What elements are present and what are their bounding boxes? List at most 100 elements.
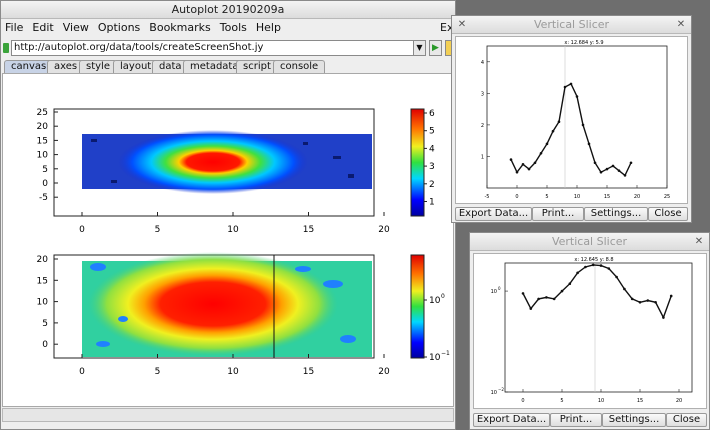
top-plot-hotspot bbox=[118, 130, 308, 194]
menu-edit[interactable]: Edit bbox=[32, 21, 54, 34]
top-y-tick-label: 10 bbox=[37, 151, 49, 161]
settings-button[interactable]: Settings... bbox=[584, 207, 648, 221]
close-button[interactable]: Close bbox=[666, 413, 707, 427]
slicer1-data-point bbox=[581, 123, 585, 127]
bottom-plot-hotspot bbox=[88, 252, 338, 356]
slicer1-x-tick-label: 25 bbox=[664, 194, 670, 200]
menu-help[interactable]: Help bbox=[255, 21, 281, 34]
slicer2-data-point bbox=[662, 316, 665, 319]
url-dropdown-button[interactable]: ▼ bbox=[413, 40, 426, 56]
export-data-button[interactable]: Export Data... bbox=[455, 207, 532, 221]
slicer1-x-tick-label: 10 bbox=[574, 194, 580, 200]
plot-canvas[interactable]: 25 20 15 10 5 0 -5 0 5 10 15 20 6 5 4 3 2 1 20 15 10 5 0 0 5 10 15… bbox=[2, 73, 454, 407]
bottom-y-tick-label: 20 bbox=[37, 255, 49, 265]
slicer1-y-tick-label: 3 bbox=[481, 91, 484, 97]
slicer1-y-tick-label: 2 bbox=[481, 123, 484, 129]
slicer2-data-point bbox=[599, 264, 603, 267]
top-colorbar-tick-label: 2 bbox=[429, 180, 435, 190]
slicer2-series-line bbox=[522, 264, 672, 320]
slicer1-axes: -5 0 5 10 15 20 25 4 3 2 1 bbox=[481, 60, 670, 200]
menu-file[interactable]: File bbox=[5, 21, 24, 34]
bottom-x-tick-label: 0 bbox=[79, 367, 85, 377]
slicer2-close-icon[interactable]: ✕ bbox=[694, 236, 704, 247]
slicer2-title: Vertical Slicer bbox=[551, 235, 628, 248]
slicer1-data-point bbox=[545, 142, 549, 146]
slicer1-close-icon[interactable]: ✕ bbox=[676, 19, 686, 30]
slicer1-x-tick-label: 20 bbox=[634, 194, 640, 200]
slicer2-y-tick-label: 10 bbox=[491, 289, 497, 295]
top-plot-noise bbox=[91, 139, 354, 183]
slicer1-data-point bbox=[557, 120, 561, 124]
print-button[interactable]: Print... bbox=[550, 413, 602, 427]
slicer1-data-point bbox=[521, 163, 525, 166]
slicer1-svg: x: 12.684 y: 5.9 -5 0 5 10 15 20 25 4 3 2 1 bbox=[481, 40, 670, 200]
slicer1-x-tick-label: 0 bbox=[515, 194, 518, 200]
top-x-tick-label: 10 bbox=[227, 225, 239, 235]
slicer1-data-point bbox=[575, 95, 579, 98]
print-button[interactable]: Print... bbox=[532, 207, 584, 221]
slicer2-x-tick-label: 0 bbox=[521, 398, 524, 404]
slicer2-data-point bbox=[529, 307, 533, 310]
slicer2-x-tick-label: 10 bbox=[598, 398, 604, 404]
close-button[interactable]: Close bbox=[648, 207, 688, 221]
slicer2-data-point bbox=[630, 297, 634, 301]
top-colorbar-tick-label: 3 bbox=[429, 162, 435, 172]
top-x-tick-label: 5 bbox=[155, 225, 161, 235]
main-title-bar[interactable]: Autoplot 20190209a bbox=[1, 1, 455, 19]
slicer1-points bbox=[509, 82, 633, 177]
slicer1-series-line bbox=[510, 82, 632, 177]
slicer2-data-point bbox=[576, 271, 579, 275]
menu-view[interactable]: View bbox=[62, 21, 89, 34]
bottom-colorbar-tick-exponent: −1 bbox=[441, 350, 450, 357]
slicer1-data-point bbox=[587, 142, 591, 146]
slicer2-data-point bbox=[623, 287, 626, 291]
top-y-tick-label: 5 bbox=[42, 165, 48, 175]
slicer1-data-point bbox=[509, 158, 513, 161]
bottom-x-tick-label: 10 bbox=[227, 367, 239, 377]
slicer1-title-bar[interactable]: Vertical Slicer ✕ ✕ bbox=[452, 16, 691, 34]
url-input[interactable]: http://autoplot.org/data/tools/createScr… bbox=[11, 40, 425, 56]
slicer2-title-bar[interactable]: Vertical Slicer ✕ bbox=[470, 233, 709, 251]
top-y-tick-label: 20 bbox=[37, 122, 49, 132]
slicer1-data-point bbox=[551, 129, 555, 133]
bottom-plot-noise bbox=[90, 263, 356, 347]
slicer-window-1: Vertical Slicer ✕ ✕ x: 12.684 y: 5.9 -5 0… bbox=[451, 15, 692, 223]
address-bar: http://autoplot.org/data/tools/createScr… bbox=[1, 37, 456, 59]
slicer2-data-point bbox=[560, 289, 564, 293]
bottom-colorbar-tick-exponent: 0 bbox=[441, 293, 445, 300]
slicer1-data-point bbox=[593, 161, 597, 165]
menu-bookmarks[interactable]: Bookmarks bbox=[149, 21, 211, 34]
menu-tools[interactable]: Tools bbox=[219, 21, 247, 34]
slicer2-readout: x: 12.645 y: 8.8 bbox=[574, 257, 613, 263]
slicer2-data-point bbox=[591, 263, 595, 267]
slicer2-points bbox=[521, 263, 673, 319]
slicer1-data-point bbox=[629, 161, 633, 165]
slicer2-data-point bbox=[552, 297, 556, 301]
export-data-button[interactable]: Export Data... bbox=[473, 413, 550, 427]
top-colorbar bbox=[410, 108, 425, 217]
slicer2-data-point bbox=[607, 267, 611, 270]
slicer2-data-point bbox=[654, 300, 657, 304]
settings-button[interactable]: Settings... bbox=[602, 413, 666, 427]
canvas-svg: 25 20 15 10 5 0 -5 0 5 10 15 20 6 5 4 3 2 1 20 15 10 5 0 0 5 10 15… bbox=[37, 108, 450, 377]
menu-options[interactable]: Options bbox=[97, 21, 141, 34]
play-icon[interactable]: ▶ bbox=[429, 40, 442, 56]
slicer1-data-point bbox=[527, 167, 531, 171]
top-colorbar-tick-label: 1 bbox=[429, 198, 435, 208]
slicer2-data-point bbox=[669, 294, 673, 298]
tab-script[interactable]: script bbox=[236, 60, 278, 73]
top-colorbar-tick-label: 6 bbox=[429, 109, 435, 119]
tab-canvas[interactable]: canvas bbox=[4, 60, 54, 73]
tab-console[interactable]: console bbox=[273, 60, 326, 73]
top-y-tick-label: 15 bbox=[37, 136, 48, 146]
slicer1-data-point bbox=[569, 82, 573, 86]
top-spectrogram-plot bbox=[53, 108, 425, 217]
slicer1-data-point bbox=[623, 174, 627, 177]
slicer2-x-tick-label: 20 bbox=[676, 398, 682, 404]
slicer1-menu-icon[interactable]: ✕ bbox=[457, 19, 467, 30]
bottom-y-tick-label: 10 bbox=[37, 298, 49, 308]
slicer2-data-point bbox=[584, 265, 587, 269]
slicer2-data-point bbox=[568, 282, 572, 285]
tab-style[interactable]: style bbox=[79, 60, 117, 73]
